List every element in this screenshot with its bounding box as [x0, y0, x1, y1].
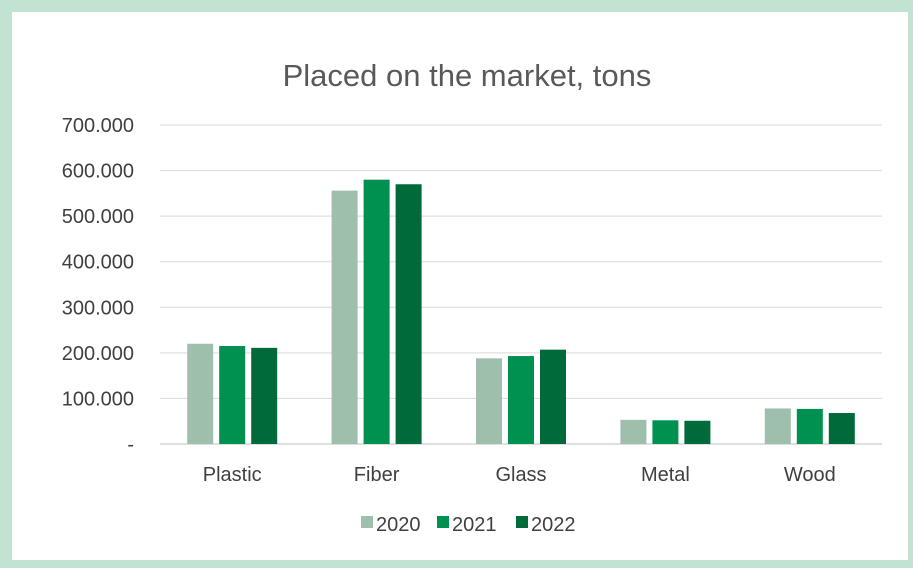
legend-label: 2022: [531, 514, 576, 536]
bar-metal-2021: [652, 420, 679, 444]
y-tick-label: 100.000: [62, 388, 134, 410]
bars: [187, 179, 855, 444]
bar-fiber-2021: [363, 179, 390, 444]
legend-swatch-2022: [516, 516, 528, 528]
x-axis-labels: Plastic Fiber Glass Metal Wood: [203, 464, 836, 486]
bar-glass-2021: [508, 356, 534, 444]
x-tick-label: Glass: [495, 464, 546, 486]
x-tick-label: Plastic: [203, 464, 262, 486]
y-tick-label: 700.000: [62, 115, 134, 137]
y-axis-labels: - 100.000 200.000 300.000 400.000 500.000 600.…: [62, 115, 134, 456]
y-tick-label: 400.000: [62, 252, 134, 274]
legend-label: 2020: [376, 514, 421, 536]
bar-plastic-2021: [219, 346, 246, 444]
legend: 2020 2021 2022: [361, 514, 576, 536]
legend-label: 2021: [452, 514, 497, 536]
x-tick-label: Metal: [641, 464, 690, 486]
y-tick-label: 600.000: [62, 161, 134, 183]
bar-fiber-2022: [395, 184, 422, 444]
bar-glass-2020: [476, 358, 502, 444]
x-tick-label: Fiber: [354, 464, 400, 486]
bar-glass-2022: [540, 349, 566, 444]
bar-metal-2022: [684, 420, 711, 444]
bar-wood-2022: [828, 413, 855, 444]
chart-title: Placed on the market, tons: [283, 58, 652, 93]
bar-metal-2020: [620, 419, 647, 444]
legend-swatch-2021: [437, 516, 449, 528]
bar-plastic-2022: [251, 347, 278, 444]
bar-fiber-2020: [331, 190, 358, 444]
x-tick-label: Wood: [784, 464, 836, 486]
bar-wood-2021: [796, 408, 823, 444]
bar-wood-2020: [764, 408, 791, 444]
y-tick-label: -: [127, 434, 134, 456]
y-tick-label: 500.000: [62, 206, 134, 228]
legend-swatch-2020: [361, 516, 373, 528]
y-tick-label: 300.000: [62, 297, 134, 319]
bar-plastic-2020: [187, 343, 214, 444]
y-tick-label: 200.000: [62, 343, 134, 365]
